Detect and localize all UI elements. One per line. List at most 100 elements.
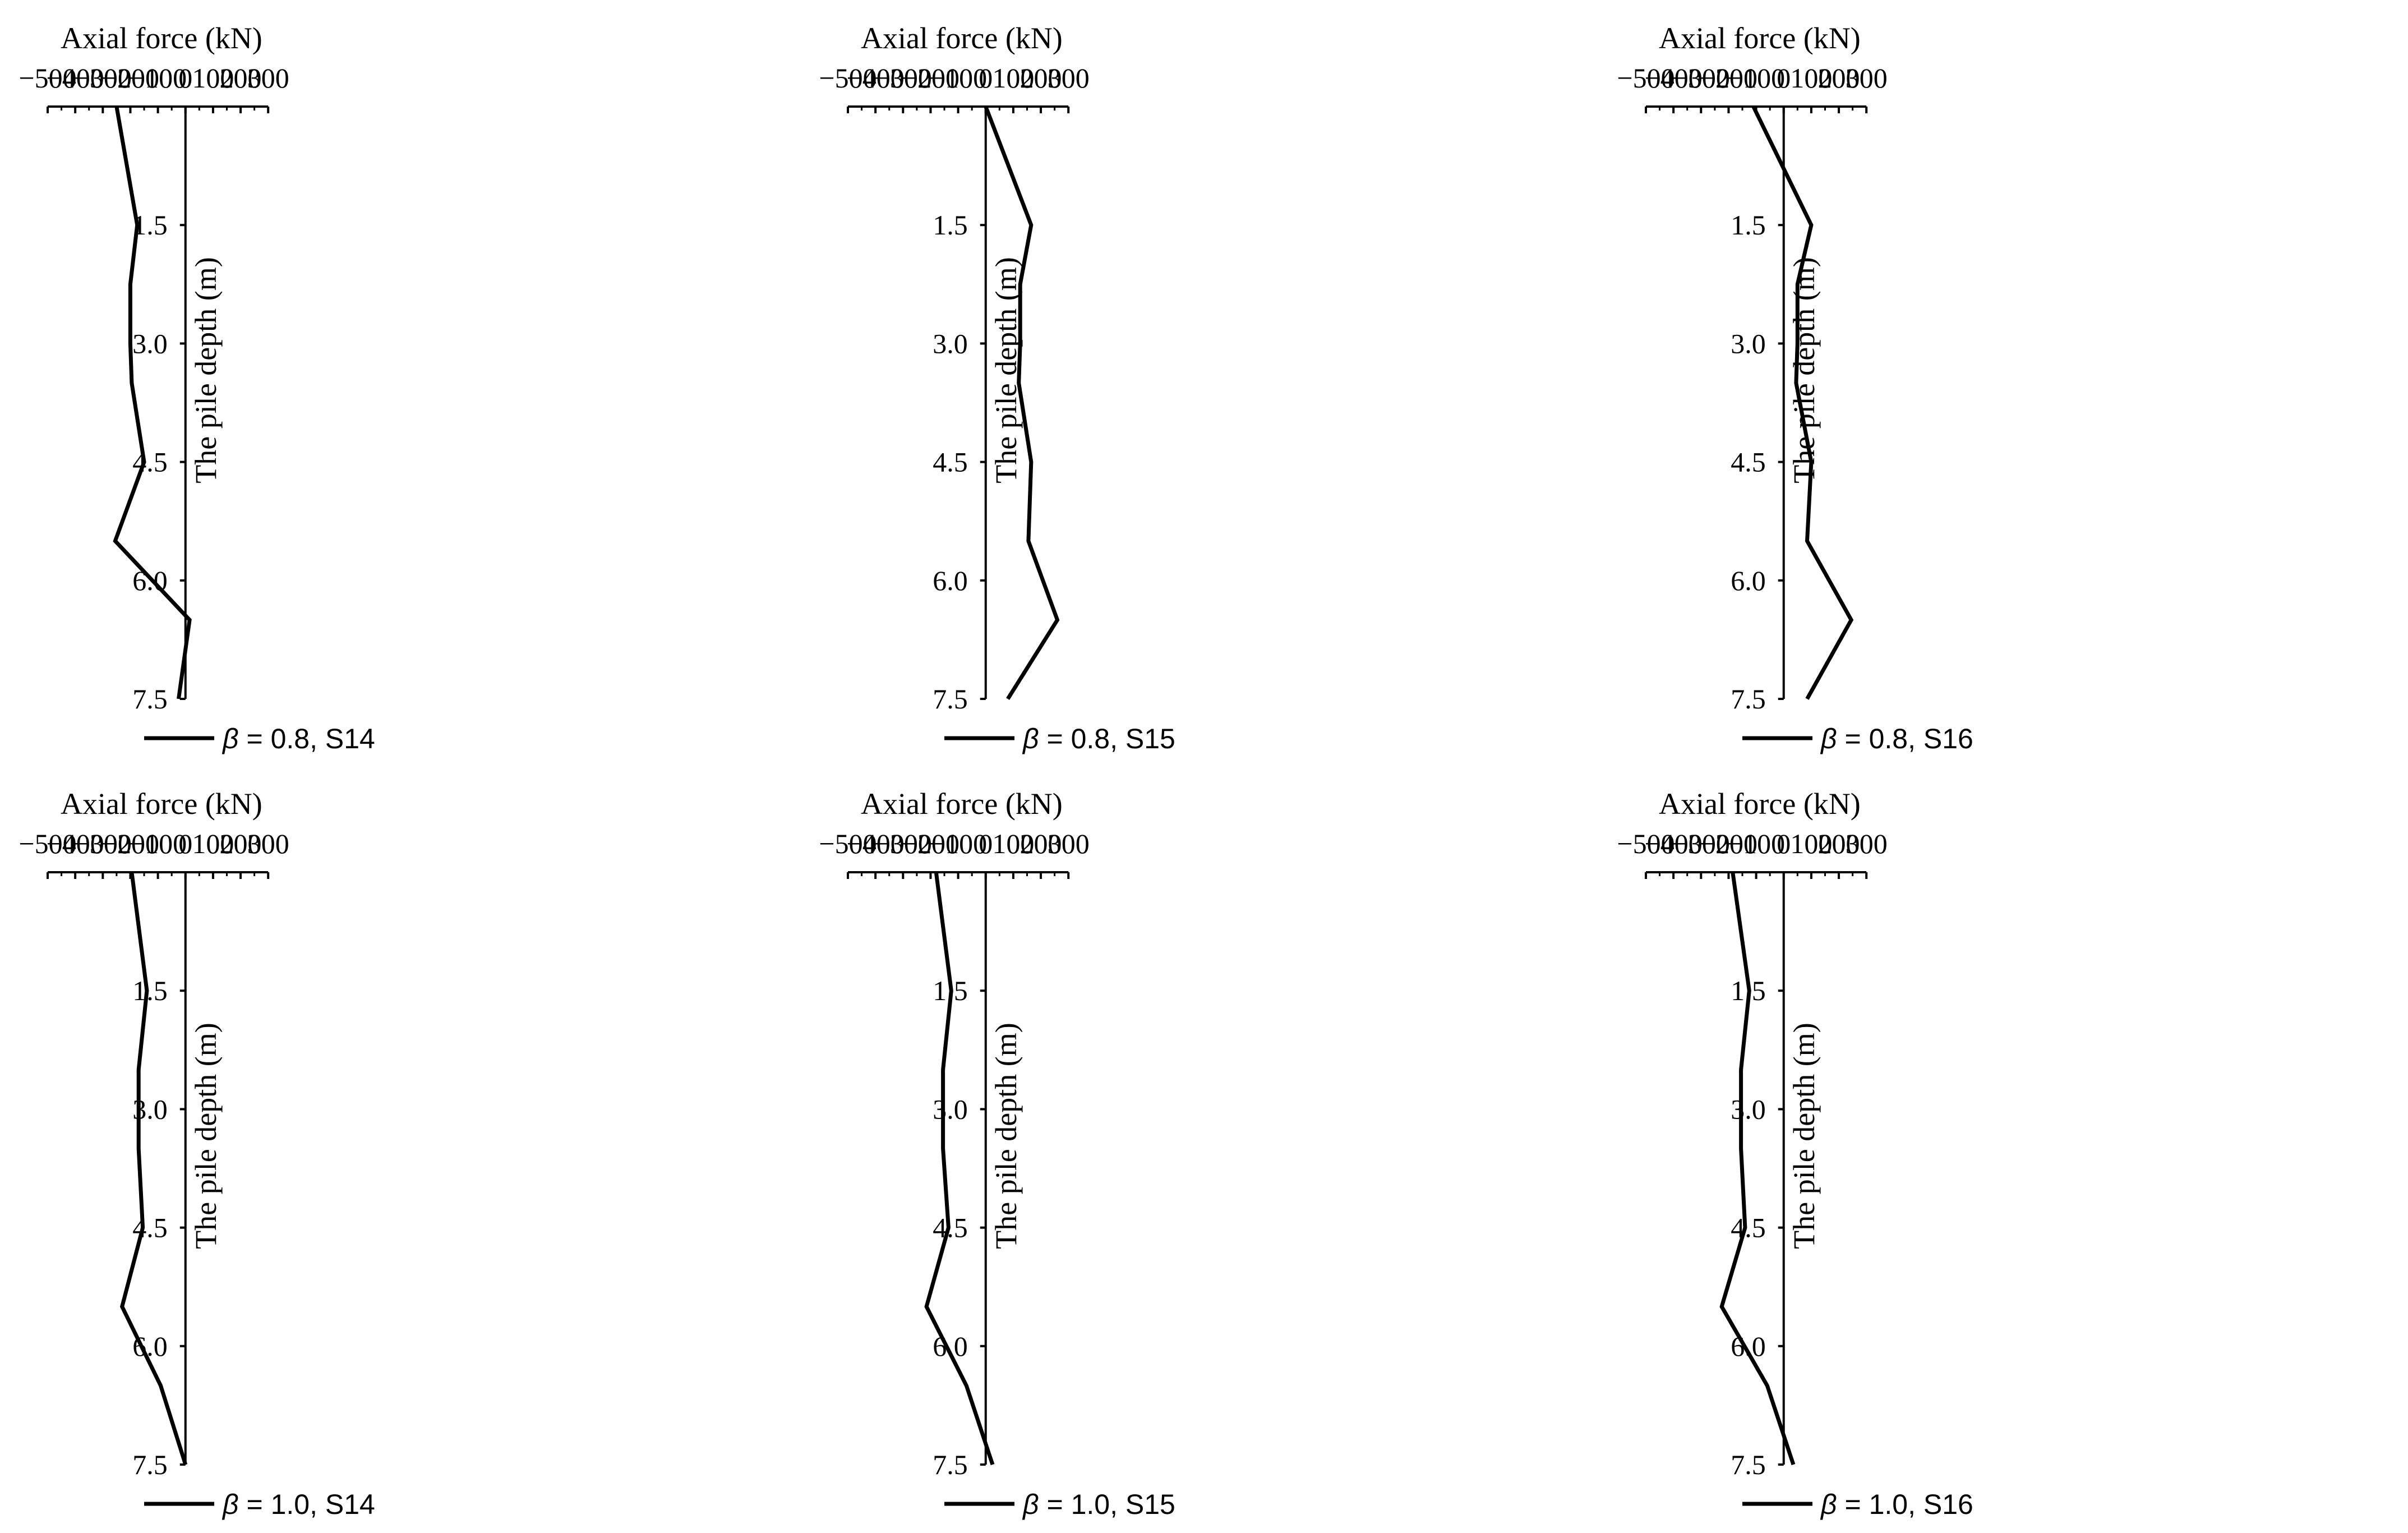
x-axis-title: Axial force (kN) (861, 787, 1063, 821)
x-tick-label: −200 (102, 62, 159, 94)
x-tick-label: −200 (1700, 828, 1757, 859)
y-tick-label: 3.0 (1731, 1093, 1766, 1125)
x-tick-label: −200 (902, 62, 959, 94)
y-tick-label: 7.5 (1731, 1449, 1766, 1480)
x-tick-label: 100 (1790, 62, 1832, 94)
x-tick-label: 100 (1790, 828, 1832, 859)
y-tick-label: 4.5 (132, 446, 168, 478)
legend-label: β = 1.0, S14 (222, 1489, 375, 1520)
x-tick-label: 0 (178, 62, 192, 94)
x-tick-label: 100 (992, 828, 1034, 859)
legend-series-text: = 0.8, S15 (1039, 723, 1175, 754)
x-tick-label: −500 (19, 62, 76, 94)
x-tick-label: 200 (220, 828, 262, 859)
x-tick-label: −300 (874, 828, 932, 859)
x-tick-label: 0 (1777, 62, 1791, 94)
x-tick-label: −300 (1672, 62, 1730, 94)
y-tick-label: 6.0 (933, 565, 968, 596)
y-tick-label: 3.0 (132, 328, 168, 359)
x-tick-label: 0 (1777, 828, 1791, 859)
y-tick-label: 4.5 (1731, 446, 1766, 478)
y-tick-label: 4.5 (132, 1212, 168, 1244)
x-tick-label: 100 (992, 62, 1034, 94)
x-tick-label: 100 (192, 62, 234, 94)
x-axis-title: Axial force (kN) (61, 787, 262, 821)
y-axis-title: The pile depth (m) (989, 1023, 1023, 1249)
x-tick-label: −400 (847, 828, 905, 859)
series-line (984, 105, 1060, 700)
legend-beta-symbol: β (222, 1489, 239, 1520)
x-tick-label: −100 (1727, 828, 1785, 859)
x-tick-label: −400 (47, 62, 104, 94)
y-tick-label: 1.5 (132, 975, 168, 1006)
x-axis-title: Axial force (kN) (861, 21, 1063, 55)
y-tick-label: 1.5 (1731, 209, 1766, 241)
x-tick-label: −400 (47, 828, 104, 859)
legend-series-text: = 1.0, S15 (1039, 1489, 1175, 1520)
y-tick-label: 7.5 (132, 1449, 168, 1480)
x-tick-label: −100 (129, 828, 187, 859)
x-tick-label: −300 (74, 62, 132, 94)
legend-beta-symbol: β (1022, 723, 1039, 754)
x-tick-label: −500 (19, 828, 76, 859)
x-tick-label: 300 (1846, 62, 1888, 94)
y-axis-title: The pile depth (m) (989, 257, 1023, 483)
x-axis-title: Axial force (kN) (1659, 21, 1861, 55)
y-axis-title: The pile depth (m) (1787, 1023, 1821, 1249)
legend-series-text: = 0.8, S16 (1837, 723, 1973, 754)
series-line (1751, 105, 1854, 700)
y-tick-label: 3.0 (933, 1093, 968, 1125)
x-tick-label: 300 (1846, 828, 1888, 859)
x-tick-label: 200 (1818, 828, 1860, 859)
y-axis-title: The pile depth (m) (189, 1023, 223, 1249)
y-axis-title: The pile depth (m) (189, 257, 223, 483)
x-tick-label: −200 (902, 828, 959, 859)
legend-beta-symbol: β (1820, 723, 1837, 754)
x-axis-title: Axial force (kN) (61, 21, 262, 55)
x-tick-label: −300 (874, 62, 932, 94)
x-tick-label: 200 (1818, 62, 1860, 94)
x-tick-label: −100 (929, 62, 987, 94)
series-line (924, 872, 995, 1466)
y-tick-label: 4.5 (1731, 1212, 1766, 1244)
legend-label: β = 0.8, S14 (222, 723, 375, 754)
y-tick-label: 1.5 (933, 209, 968, 241)
x-tick-label: −500 (1617, 62, 1674, 94)
y-tick-label: 3.0 (933, 328, 968, 359)
x-tick-label: −400 (1645, 828, 1703, 859)
y-tick-label: 7.5 (1731, 683, 1766, 715)
y-tick-label: 3.0 (1731, 328, 1766, 359)
series-line (113, 106, 192, 699)
x-tick-label: −200 (1700, 62, 1757, 94)
legend-label: β = 0.8, S15 (1022, 723, 1175, 754)
x-tick-label: −500 (819, 828, 877, 859)
x-tick-label: 200 (1020, 828, 1062, 859)
x-tick-label: −400 (1645, 62, 1703, 94)
legend-series-text: = 1.0, S14 (239, 1489, 375, 1520)
legend-label: β = 0.8, S16 (1820, 723, 1973, 754)
y-tick-label: 7.5 (933, 1449, 968, 1480)
legend-label: β = 1.0, S16 (1820, 1489, 1973, 1520)
x-tick-label: −500 (819, 62, 877, 94)
x-tick-label: 300 (1048, 62, 1090, 94)
x-tick-label: −400 (847, 62, 905, 94)
x-tick-label: 0 (178, 828, 192, 859)
legend-series-text: = 0.8, S14 (239, 723, 375, 754)
y-tick-label: 7.5 (933, 683, 968, 715)
legend-label: β = 1.0, S15 (1022, 1489, 1175, 1520)
series-line (119, 872, 188, 1466)
y-tick-label: 7.5 (132, 683, 168, 715)
x-tick-label: −300 (74, 828, 132, 859)
legend-series-text: = 1.0, S16 (1837, 1489, 1973, 1520)
x-tick-label: −300 (1672, 828, 1730, 859)
x-tick-label: 300 (247, 62, 289, 94)
x-tick-label: 300 (1048, 828, 1090, 859)
legend-beta-symbol: β (1820, 1489, 1837, 1520)
x-tick-label: 300 (247, 828, 289, 859)
x-tick-label: −100 (929, 828, 987, 859)
